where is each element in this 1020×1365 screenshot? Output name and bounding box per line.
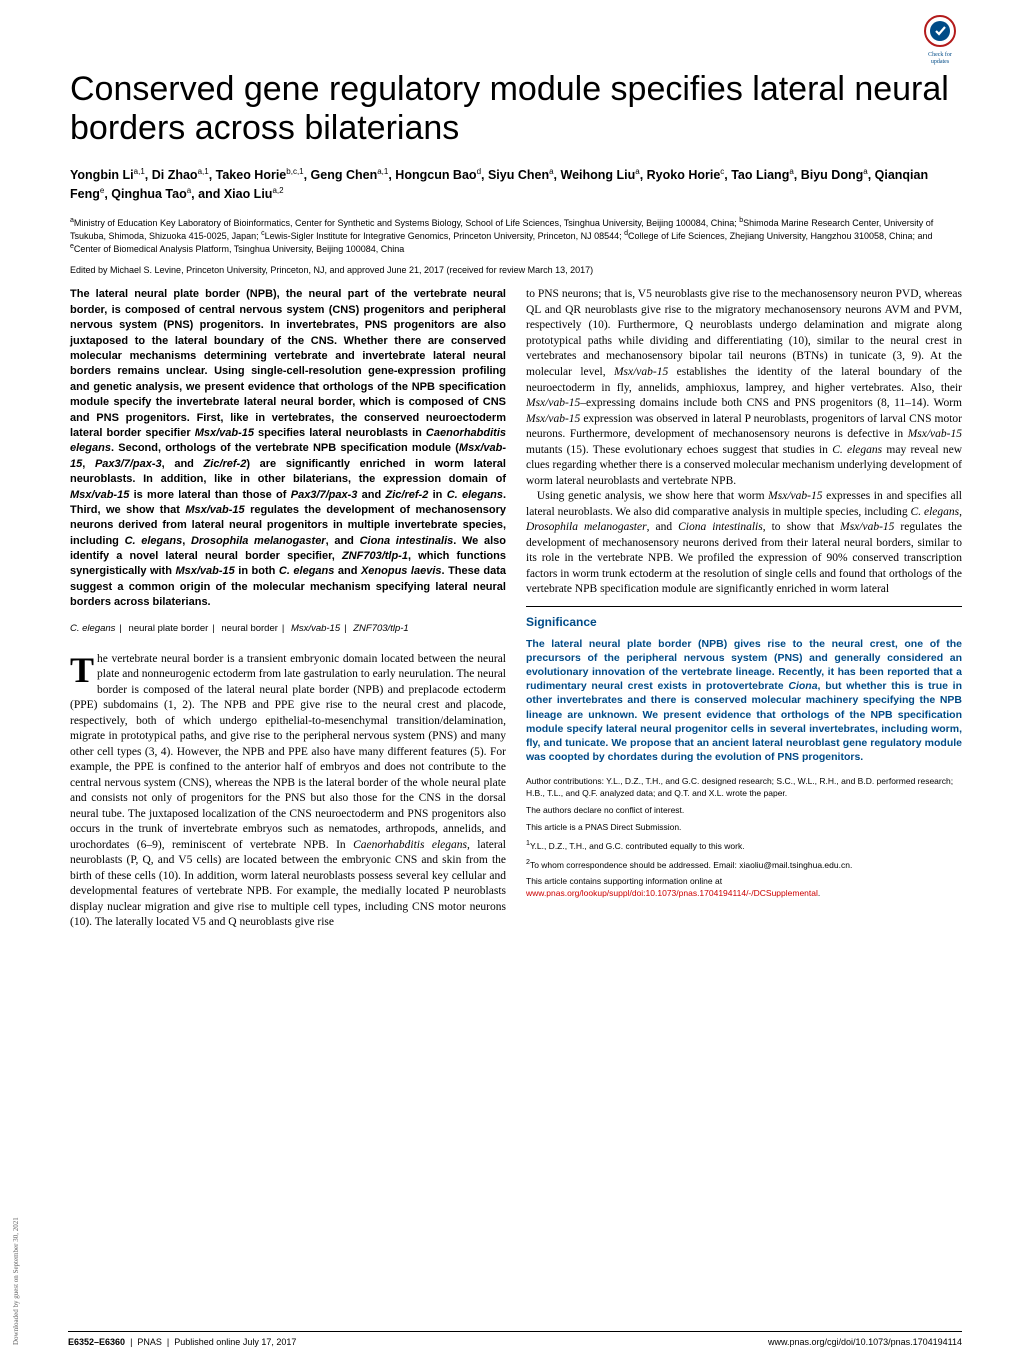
pub-date: Published online July 17, 2017 [174,1337,296,1347]
body-paragraph: he vertebrate neural border is a transie… [70,653,506,929]
authors-list: Yongbin Lia,1, Di Zhaoa,1, Takeo Horieb,… [70,166,962,204]
author-contributions: Author contributions: Y.L., D.Z., T.H., … [526,776,962,800]
conflict-statement: The authors declare no conflict of inter… [526,805,962,817]
page-footer: E6352–E6360 | PNAS | Published online Ju… [68,1331,962,1347]
right-column: to PNS neurons; that is, V5 neuroblasts … [526,287,962,930]
footnote-1: 1Y.L., D.Z., T.H., and G.C. contributed … [526,839,962,853]
significance-text: The lateral neural plate border (NPB) gi… [526,637,962,765]
keywords: C. elegans| neural plate border| neural … [70,623,506,634]
submission-type: This article is a PNAS Direct Submission… [526,822,962,834]
check-updates-label: Check for updates [920,52,960,65]
journal-name: PNAS [137,1337,162,1347]
footnotes: Author contributions: Y.L., D.Z., T.H., … [526,776,962,900]
significance-title: Significance [526,615,962,629]
body-text-col2: to PNS neurons; that is, V5 neuroblasts … [526,287,962,597]
check-updates-badge[interactable]: Check for updates [920,15,960,65]
significance-box: Significance The lateral neural plate bo… [526,606,962,765]
dropcap: T [70,652,97,685]
page-content: Conserved gene regulatory module specifi… [60,0,1020,971]
affiliations: aMinistry of Education Key Laboratory of… [70,216,962,255]
article-title: Conserved gene regulatory module specifi… [70,70,962,148]
pnas-sidebar: PNAS PNAS PNAS Downloaded by guest on Se… [0,0,40,1365]
supp-link[interactable]: www.pnas.org/lookup/suppl/doi:10.1073/pn… [526,888,818,898]
keyword: C. elegans [70,623,115,634]
footer-left: E6352–E6360 | PNAS | Published online Ju… [68,1337,296,1347]
keyword: neural plate border [129,623,209,634]
footer-doi: www.pnas.org/cgi/doi/10.1073/pnas.170419… [768,1337,962,1347]
keyword: neural border [221,623,278,634]
supporting-info: This article contains supporting informa… [526,876,962,900]
abstract: The lateral neural plate border (NPB), t… [70,287,506,610]
two-column-layout: The lateral neural plate border (NPB), t… [70,287,962,930]
crossmark-icon [924,15,956,47]
body-text-col1: The vertebrate neural border is a transi… [70,652,506,931]
download-note: Downloaded by guest on September 30, 202… [12,1217,20,1345]
pnas-logo: PNAS PNAS PNAS [5,150,35,770]
edited-by: Edited by Michael S. Levine, Princeton U… [70,265,962,275]
keyword: ZNF703/tlp-1 [353,623,408,634]
page-range: E6352–E6360 [68,1337,125,1347]
footnote-2: 2To whom correspondence should be addres… [526,858,962,872]
keyword: Msx/vab-15 [291,623,340,634]
left-column: The lateral neural plate border (NPB), t… [70,287,506,930]
